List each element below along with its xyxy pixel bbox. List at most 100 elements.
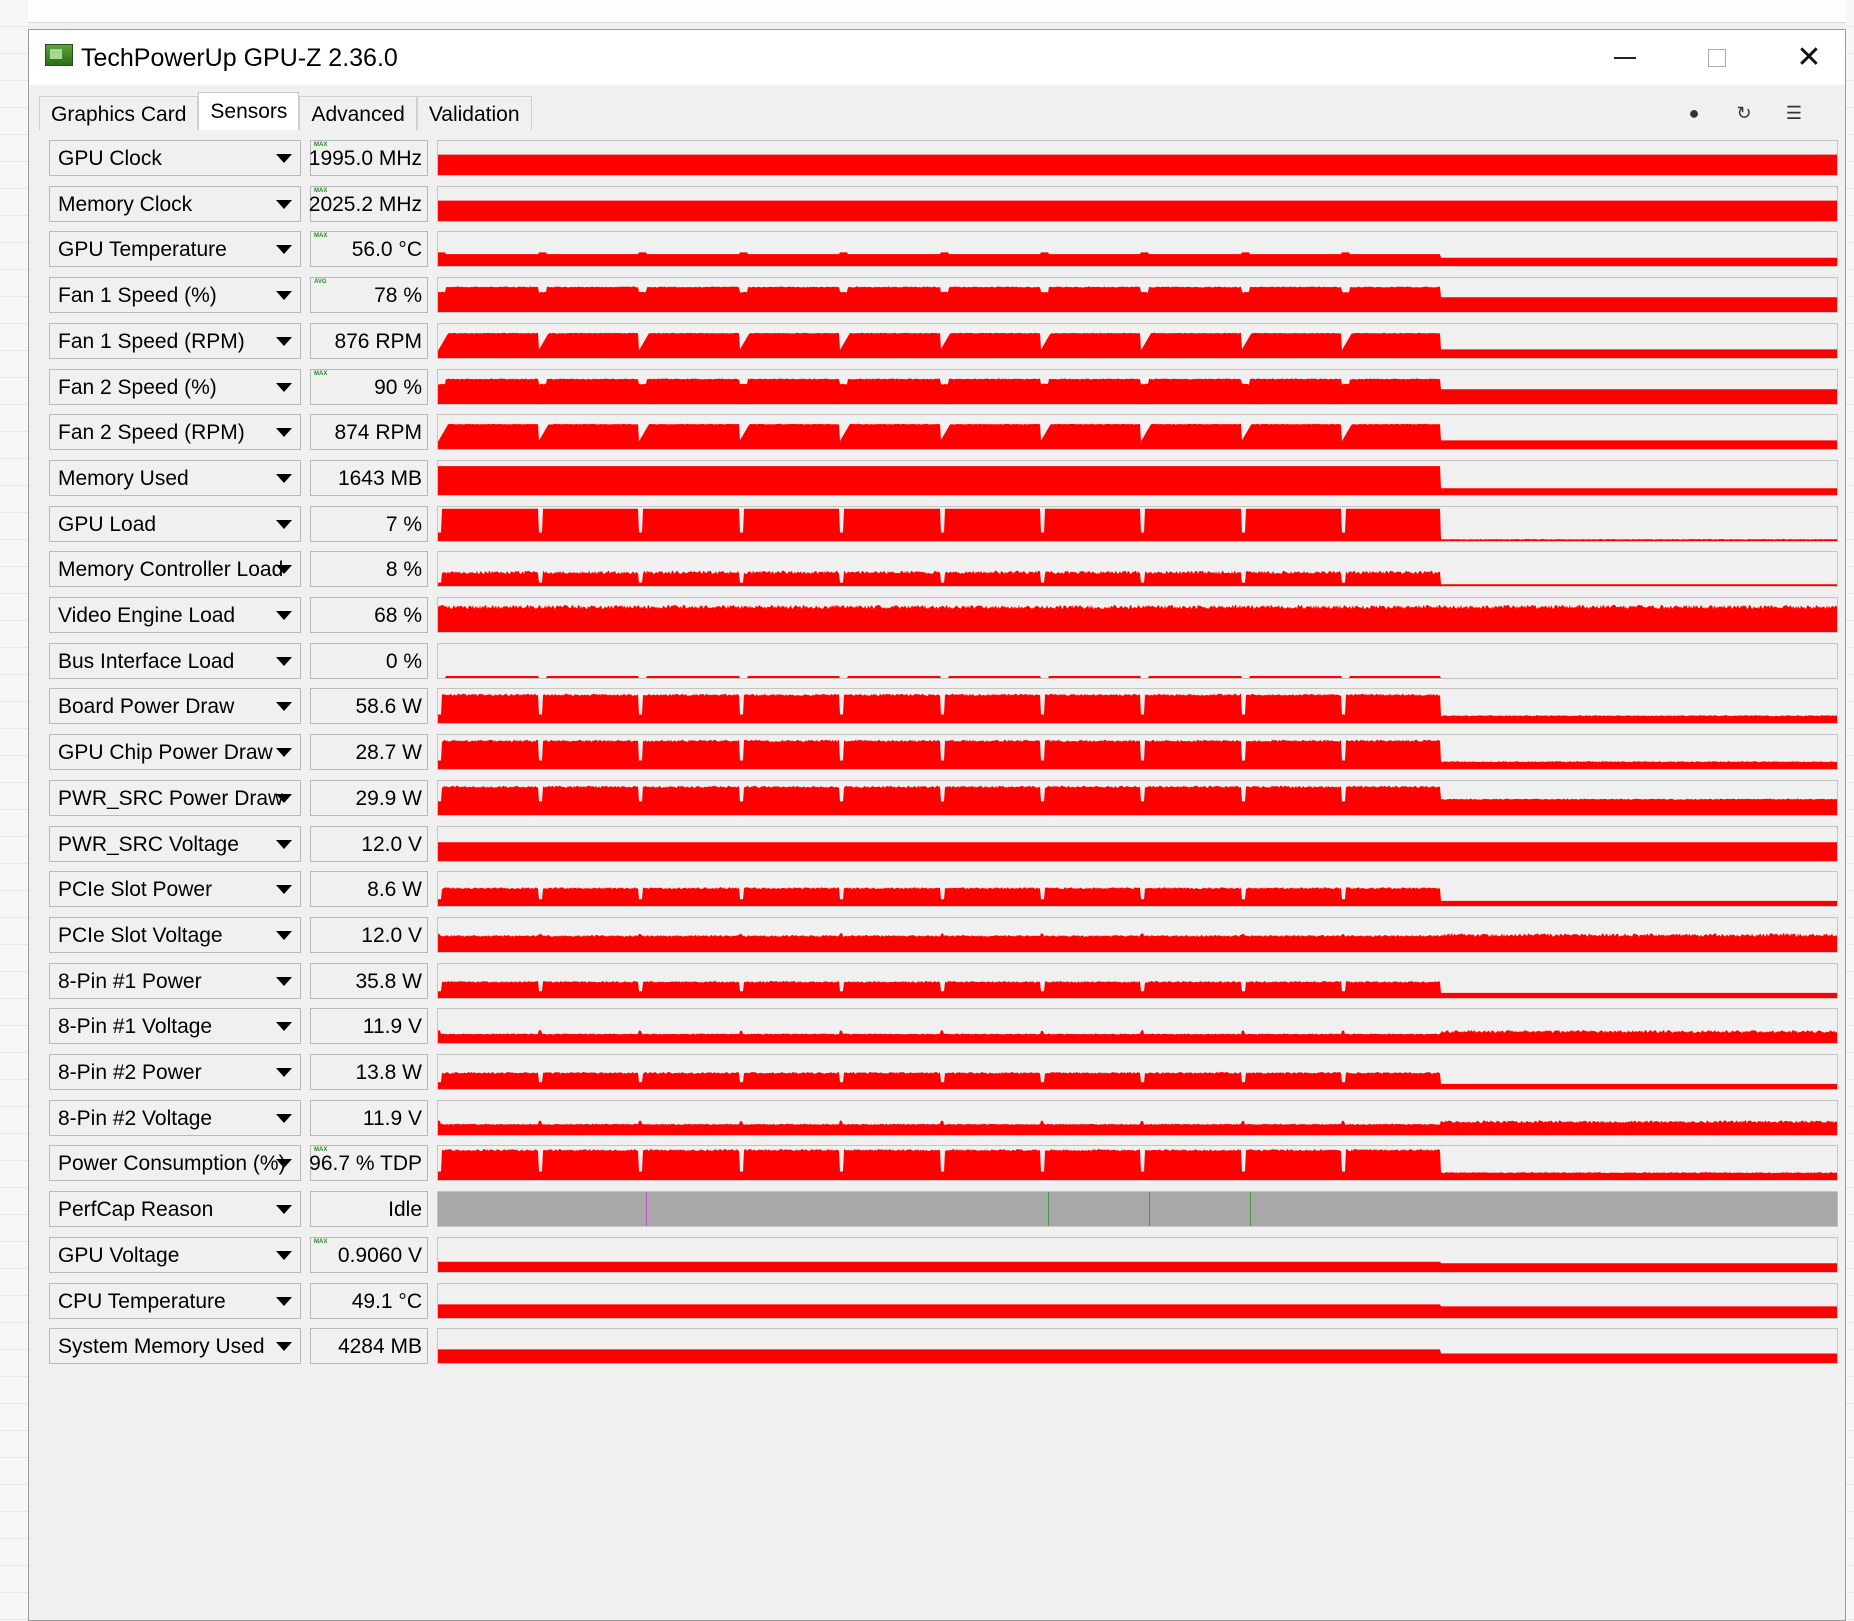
sensor-name-dropdown[interactable]: GPU Clock [49, 140, 301, 176]
sensor-value-box[interactable]: 11.9 V [310, 1008, 428, 1044]
chevron-down-icon [276, 611, 292, 620]
sensor-name-dropdown[interactable]: Video Engine Load [49, 597, 301, 633]
sensor-graph-area [438, 570, 1837, 586]
chevron-down-icon [276, 931, 292, 940]
sensor-value-box[interactable]: 68 % [310, 597, 428, 633]
sensor-value-box[interactable]: 876 RPM [310, 323, 428, 359]
sensor-value-box[interactable]: 7 % [310, 506, 428, 542]
sensor-graph-area [438, 1349, 1837, 1363]
sensor-value-box[interactable]: 1643 MB [310, 460, 428, 496]
sensor-value-box[interactable]: 11.9 V [310, 1100, 428, 1136]
sensor-name-dropdown[interactable]: Fan 2 Speed (%) [49, 369, 301, 405]
sensor-name-dropdown[interactable]: PWR_SRC Voltage [49, 826, 301, 862]
sensor-value-box[interactable]: 8 % [310, 551, 428, 587]
sensor-value-box[interactable]: 28.7 W [310, 734, 428, 770]
tab-sensors[interactable]: Sensors [198, 92, 300, 130]
sensor-value-box[interactable]: 13.8 W [310, 1054, 428, 1090]
sensor-value-box[interactable]: 58.6 W [310, 688, 428, 724]
gpuz-window: TechPowerUp GPU-Z 2.36.0 ✕ Graphics Card… [28, 29, 1846, 1621]
chevron-down-icon [276, 154, 292, 163]
sensor-name-dropdown[interactable]: Bus Interface Load [49, 643, 301, 679]
tab-graphics-card[interactable]: Graphics Card [39, 96, 199, 130]
sensor-name-dropdown[interactable]: GPU Voltage [49, 1237, 301, 1273]
sensor-row: GPU Voltage MAX 0.9060 V [49, 1237, 1839, 1273]
sensor-value-box[interactable]: 35.8 W [310, 963, 428, 999]
sensor-name-dropdown[interactable]: Memory Used [49, 460, 301, 496]
sensor-graph [437, 1008, 1838, 1044]
sensor-value-box[interactable]: AVG 78 % [310, 277, 428, 313]
title-bar[interactable]: TechPowerUp GPU-Z 2.36.0 ✕ [29, 30, 1845, 85]
sensor-value: 874 RPM [334, 421, 422, 444]
tab-advanced[interactable]: Advanced [299, 96, 417, 130]
sensor-name-dropdown[interactable]: System Memory Used [49, 1328, 301, 1364]
sensor-name-dropdown[interactable]: PCIe Slot Voltage [49, 917, 301, 953]
menu-icon[interactable]: ☰ [1785, 103, 1803, 123]
chevron-down-icon [276, 794, 292, 803]
sensor-name-dropdown[interactable]: CPU Temperature [49, 1283, 301, 1319]
sensor-row: System Memory Used 4284 MB [49, 1328, 1839, 1364]
sensor-row: Fan 1 Speed (%) AVG 78 % [49, 277, 1839, 313]
sensor-name-dropdown[interactable]: 8-Pin #1 Voltage [49, 1008, 301, 1044]
sensor-value-box[interactable]: MAX 2025.2 MHz [309, 186, 428, 222]
sensor-name-dropdown[interactable]: PWR_SRC Power Draw [49, 780, 301, 816]
sensor-value-box[interactable]: MAX 1995.0 MHz [309, 140, 428, 176]
sensor-name-dropdown[interactable]: PCIe Slot Power [49, 871, 301, 907]
refresh-icon[interactable]: ↻ [1736, 103, 1752, 123]
sensor-graph-area [438, 423, 1837, 449]
sensor-value-box[interactable]: MAX 90 % [310, 369, 428, 405]
sensor-graph-plot [438, 739, 1837, 769]
sensor-name-dropdown[interactable]: Power Consumption (%) [49, 1145, 301, 1181]
maximize-button[interactable] [1671, 30, 1763, 85]
sensor-row: 8-Pin #1 Power 35.8 W [49, 963, 1839, 999]
sensor-name-dropdown[interactable]: Memory Clock [49, 186, 301, 222]
sensor-value-box[interactable]: 49.1 °C [310, 1283, 428, 1319]
chevron-down-icon [276, 474, 292, 483]
camera-icon[interactable]: ● [1688, 103, 1700, 123]
sensor-graph-plot [438, 154, 1837, 175]
sensor-row: CPU Temperature 49.1 °C [49, 1283, 1839, 1319]
sensor-name-dropdown[interactable]: GPU Load [49, 506, 301, 542]
sensor-graph [437, 688, 1838, 724]
sensor-name-dropdown[interactable]: 8-Pin #1 Power [49, 963, 301, 999]
sensor-value: 29.9 W [355, 787, 422, 810]
sensor-name-dropdown[interactable]: GPU Temperature [49, 231, 301, 267]
sensor-value-box[interactable]: 12.0 V [310, 826, 428, 862]
sensor-name-dropdown[interactable]: Board Power Draw [49, 688, 301, 724]
sensor-name-dropdown[interactable]: 8-Pin #2 Power [49, 1054, 301, 1090]
sensor-name-label: Fan 2 Speed (%) [58, 376, 217, 399]
sensor-value-box[interactable]: MAX 56.0 °C [310, 231, 428, 267]
sensor-graph [437, 1145, 1838, 1181]
sensor-value-box[interactable]: Idle [310, 1191, 428, 1227]
sensor-row: PCIe Slot Power 8.6 W [49, 871, 1839, 907]
minimize-button[interactable] [1579, 30, 1671, 85]
sensor-name-label: PWR_SRC Voltage [58, 833, 239, 856]
sensor-name-dropdown[interactable]: Fan 1 Speed (RPM) [49, 323, 301, 359]
sensor-value: 56.0 °C [351, 238, 422, 261]
sensor-name-dropdown[interactable]: Fan 1 Speed (%) [49, 277, 301, 313]
sensor-graph-plot [438, 981, 1837, 998]
close-button[interactable]: ✕ [1763, 30, 1854, 85]
sensor-value-box[interactable]: 0 % [310, 643, 428, 679]
sensor-value-box[interactable]: 874 RPM [310, 414, 428, 450]
sensor-name-label: PerfCap Reason [58, 1198, 214, 1221]
sensor-value-box[interactable]: 8.6 W [310, 871, 428, 907]
sensor-graph [437, 277, 1838, 313]
sensor-value-box[interactable]: MAX 96.7 % TDP [309, 1145, 428, 1181]
sensor-value-box[interactable]: MAX 0.9060 V [310, 1237, 428, 1273]
sensor-name-dropdown[interactable]: PerfCap Reason [49, 1191, 301, 1227]
sensor-name-dropdown[interactable]: GPU Chip Power Draw [49, 734, 301, 770]
sensor-value: 96.7 % TDP [309, 1152, 422, 1175]
sensor-name-dropdown[interactable]: 8-Pin #2 Voltage [49, 1100, 301, 1136]
chevron-down-icon [276, 1114, 292, 1123]
sensor-name-dropdown[interactable]: Memory Controller Load [49, 551, 301, 587]
sensor-name-label: Memory Clock [58, 193, 193, 216]
sensor-value-box[interactable]: 29.9 W [310, 780, 428, 816]
sensor-value-box[interactable]: 4284 MB [310, 1328, 428, 1364]
chevron-down-icon [276, 200, 292, 209]
sensor-value-box[interactable]: 12.0 V [310, 917, 428, 953]
sensor-name-dropdown[interactable]: Fan 2 Speed (RPM) [49, 414, 301, 450]
sensor-graph [437, 1191, 1838, 1227]
tab-validation[interactable]: Validation [416, 96, 532, 130]
sensor-mode-label: MAX [314, 142, 328, 148]
chevron-down-icon [276, 1205, 292, 1214]
